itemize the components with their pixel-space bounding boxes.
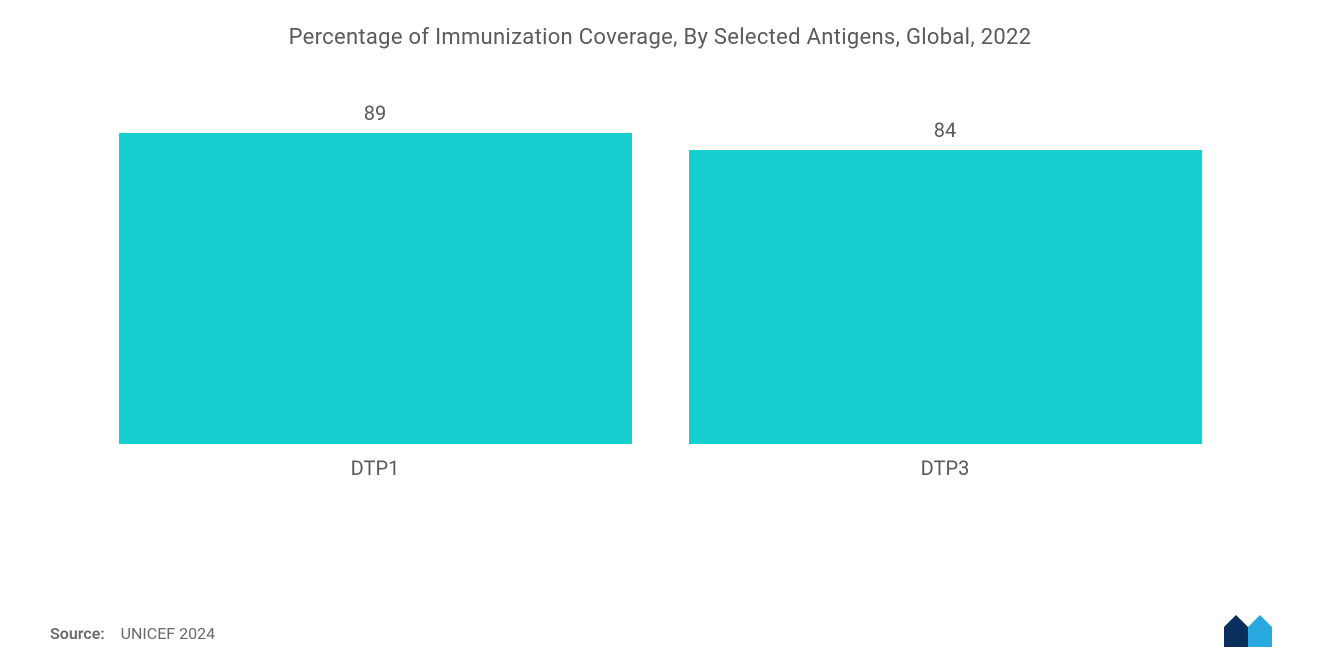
source-label: Source: — [50, 624, 105, 643]
brand-logo-icon — [1224, 613, 1272, 647]
bar-label-0: DTP1 — [351, 456, 400, 480]
bar-group-1: 84 DTP3 — [689, 118, 1202, 480]
source-row: Source: UNICEF 2024 — [50, 624, 215, 643]
bar-value-0: 89 — [364, 101, 386, 125]
bar-label-1: DTP3 — [921, 456, 970, 480]
chart-area: 89 DTP1 84 DTP3 — [50, 90, 1270, 560]
source-text: UNICEF 2024 — [121, 624, 215, 643]
bar-value-1: 84 — [934, 118, 956, 142]
chart-title: Percentage of Immunization Coverage, By … — [50, 25, 1270, 50]
bar-1 — [689, 150, 1202, 444]
bar-0 — [119, 133, 632, 445]
bars-row: 89 DTP1 84 DTP3 — [50, 90, 1270, 480]
bar-group-0: 89 DTP1 — [119, 101, 632, 481]
chart-container: Percentage of Immunization Coverage, By … — [0, 0, 1320, 665]
